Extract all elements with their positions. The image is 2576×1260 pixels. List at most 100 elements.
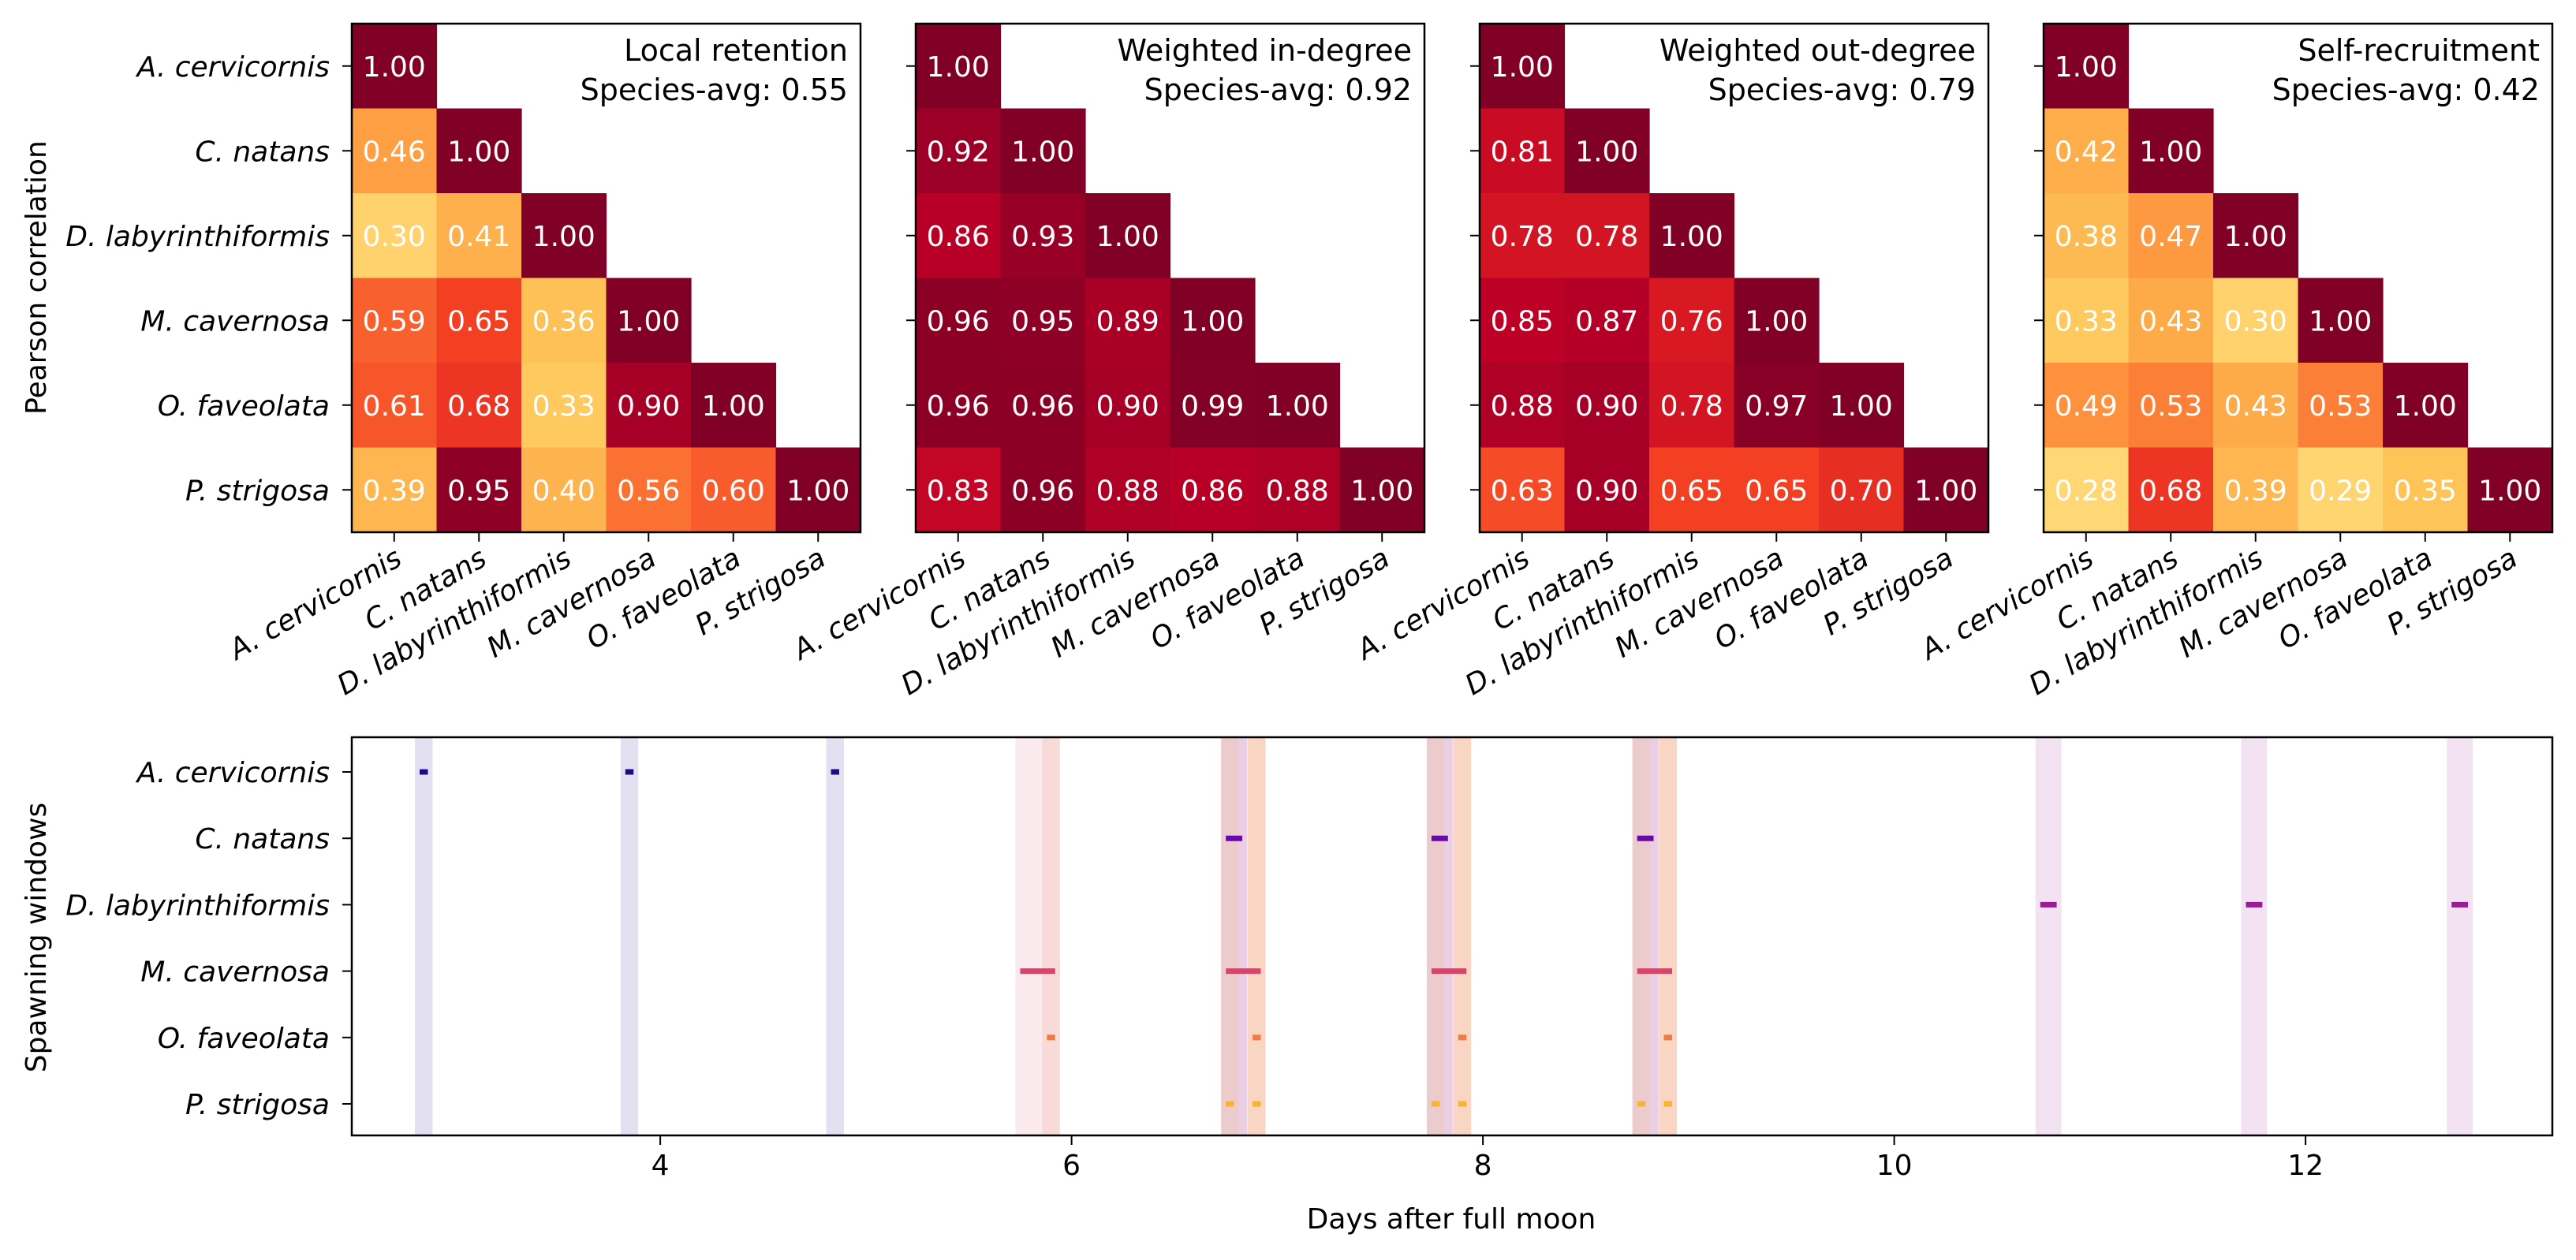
heatmap-cell bbox=[2128, 278, 2214, 363]
heatmap-value-label: 1.00 bbox=[1660, 221, 1723, 253]
spawning-window-band bbox=[1632, 737, 1677, 1135]
y-tick-label: D. labyrinthiformis bbox=[65, 221, 330, 253]
spawning-window-band bbox=[1659, 737, 1677, 1135]
y-tick-label: O. faveolata bbox=[158, 390, 330, 423]
heatmap-value-label: 0.92 bbox=[927, 136, 990, 168]
timeline-frame bbox=[350, 736, 2554, 1137]
x-tick-label: 4 bbox=[651, 1150, 670, 1182]
heatmap-title: Self-recruitment bbox=[2298, 33, 2540, 68]
heatmap-value-label: 1.00 bbox=[2478, 475, 2541, 507]
y-tick-label: P. strigosa bbox=[185, 475, 330, 507]
spawning-window-band bbox=[2241, 737, 2268, 1135]
timeline-xlabel: Days after full moon bbox=[1307, 1203, 1596, 1236]
y-tick-label: A. cervicornis bbox=[136, 757, 330, 789]
heatmap-cell bbox=[1480, 193, 1566, 279]
heatmap-value-label: 0.59 bbox=[363, 305, 426, 337]
heatmap-value-label: 0.53 bbox=[2309, 390, 2372, 423]
heatmap-value-label: 0.39 bbox=[363, 475, 426, 507]
heatmap-title: Local retention bbox=[624, 33, 848, 68]
heatmap-cell bbox=[2213, 363, 2299, 449]
heatmap-cell bbox=[2298, 363, 2384, 449]
spawning-window-band bbox=[620, 737, 639, 1135]
heatmap-cell bbox=[916, 363, 1002, 449]
heatmap-subtitle: Species-avg: 0.79 bbox=[1708, 73, 1976, 107]
heatmap-cell bbox=[1649, 363, 1735, 449]
heatmap-cell bbox=[2044, 447, 2130, 533]
spawning-window-band bbox=[1248, 737, 1266, 1135]
y-tick-label: C. natans bbox=[195, 823, 330, 856]
heatmap-cell bbox=[2044, 193, 2130, 279]
x-tick-label: 6 bbox=[1062, 1150, 1081, 1182]
heatmap-cell bbox=[436, 278, 522, 363]
heatmap-value-label: 0.28 bbox=[2055, 475, 2118, 507]
x-tick-label: 8 bbox=[1474, 1150, 1492, 1182]
heatmap-value-label: 1.00 bbox=[363, 51, 426, 84]
heatmap-cell bbox=[691, 363, 777, 449]
heatmap-value-label: 0.90 bbox=[1575, 475, 1638, 507]
heatmap-cell bbox=[436, 193, 522, 279]
heatmap-value-label: 0.95 bbox=[447, 475, 510, 507]
heatmap-cell bbox=[1819, 447, 1905, 533]
heatmap-cell bbox=[1255, 447, 1341, 533]
heatmap-cell bbox=[1170, 363, 1256, 449]
heatmap-cell bbox=[1085, 363, 1171, 449]
heatmap-cell bbox=[352, 108, 438, 194]
heatmap-value-label: 0.65 bbox=[447, 305, 510, 337]
y-tick-label: P. strigosa bbox=[185, 1089, 330, 1121]
heatmap-value-label: 0.97 bbox=[1745, 390, 1808, 423]
heatmap-value-label: 1.00 bbox=[1181, 305, 1244, 337]
heatmap-value-label: 1.00 bbox=[786, 475, 849, 507]
heatmap-value-label: 0.30 bbox=[363, 221, 426, 253]
heatmap-frame bbox=[2042, 22, 2554, 534]
heatmap-cell bbox=[2128, 363, 2214, 449]
heatmap-subtitle: Species-avg: 0.92 bbox=[1144, 73, 1412, 107]
heatmap-cell bbox=[1480, 24, 1566, 110]
heatmap-value-label: 1.00 bbox=[2309, 305, 2372, 337]
heatmap-cell bbox=[606, 363, 692, 449]
heatmap-value-label: 0.86 bbox=[1181, 475, 1244, 507]
heatmap-value-label: 0.36 bbox=[532, 305, 595, 337]
heatmap-value-label: 0.88 bbox=[1266, 475, 1329, 507]
heatmap-cell bbox=[521, 363, 607, 449]
heatmap-value-label: 0.95 bbox=[1011, 305, 1074, 337]
heatmap-cell bbox=[2044, 108, 2130, 194]
plots-layer: 1.00 0.46 1.00 0.30 0.41 1.00 0.59 0.65 0.36 1.00… bbox=[65, 22, 2554, 1182]
spawning-window-band bbox=[1632, 737, 1651, 1135]
heatmap-value-label: 0.90 bbox=[617, 390, 680, 423]
heatmap-value-label: 0.86 bbox=[927, 221, 990, 253]
heatmap-cell bbox=[2298, 278, 2384, 363]
heatmap-cell bbox=[352, 193, 438, 279]
heatmap-value-label: 0.99 bbox=[1181, 390, 1244, 423]
y-tick-label: D. labyrinthiformis bbox=[65, 889, 330, 922]
heatmap-cell bbox=[691, 447, 777, 533]
heatmap-cell bbox=[1564, 193, 1650, 279]
y-tick-label: M. cavernosa bbox=[140, 956, 330, 989]
heatmap-value-label: 0.63 bbox=[1491, 475, 1554, 507]
heatmap-cell bbox=[916, 108, 1002, 194]
heatmap-value-label: 0.35 bbox=[2394, 475, 2457, 507]
heatmap-frame bbox=[1478, 22, 1990, 534]
heatmap-cell bbox=[1000, 108, 1086, 194]
heatmap-cell bbox=[352, 363, 438, 449]
spawning-timeline: A. cervicornis C. natans D. labyrinthiform… bbox=[65, 736, 2554, 1182]
heatmap-cell bbox=[2213, 193, 2299, 279]
heatmap-value-label: 0.90 bbox=[1575, 390, 1638, 423]
heatmap-value-label: 0.49 bbox=[2055, 390, 2118, 423]
heatmap-value-label: 1.00 bbox=[1745, 305, 1808, 337]
spawning-window-band bbox=[1221, 737, 1266, 1135]
heatmap-value-label: 0.78 bbox=[1575, 221, 1638, 253]
heatmap-cell bbox=[2128, 193, 2214, 279]
heatmap-cell bbox=[2044, 363, 2130, 449]
heatmap-value-label: 1.00 bbox=[927, 51, 990, 84]
spawning-window-band bbox=[1042, 737, 1060, 1135]
heatmap-cell bbox=[1734, 278, 1820, 363]
heatmap-cell bbox=[2298, 447, 2384, 533]
spawning-window-band bbox=[1248, 737, 1266, 1135]
heatmap-cell bbox=[2383, 447, 2469, 533]
y-tick-label: A. cervicornis bbox=[136, 51, 330, 84]
heatmap-cell bbox=[916, 447, 1002, 533]
heatmap-panel-weighted-out-degree: 1.00 0.81 1.00 0.78 0.78 1.00 0.85 0.87 0.76 1.00… bbox=[1350, 22, 1990, 702]
heatmap-value-label: 0.60 bbox=[702, 475, 765, 507]
heatmap-cell bbox=[2128, 108, 2214, 194]
